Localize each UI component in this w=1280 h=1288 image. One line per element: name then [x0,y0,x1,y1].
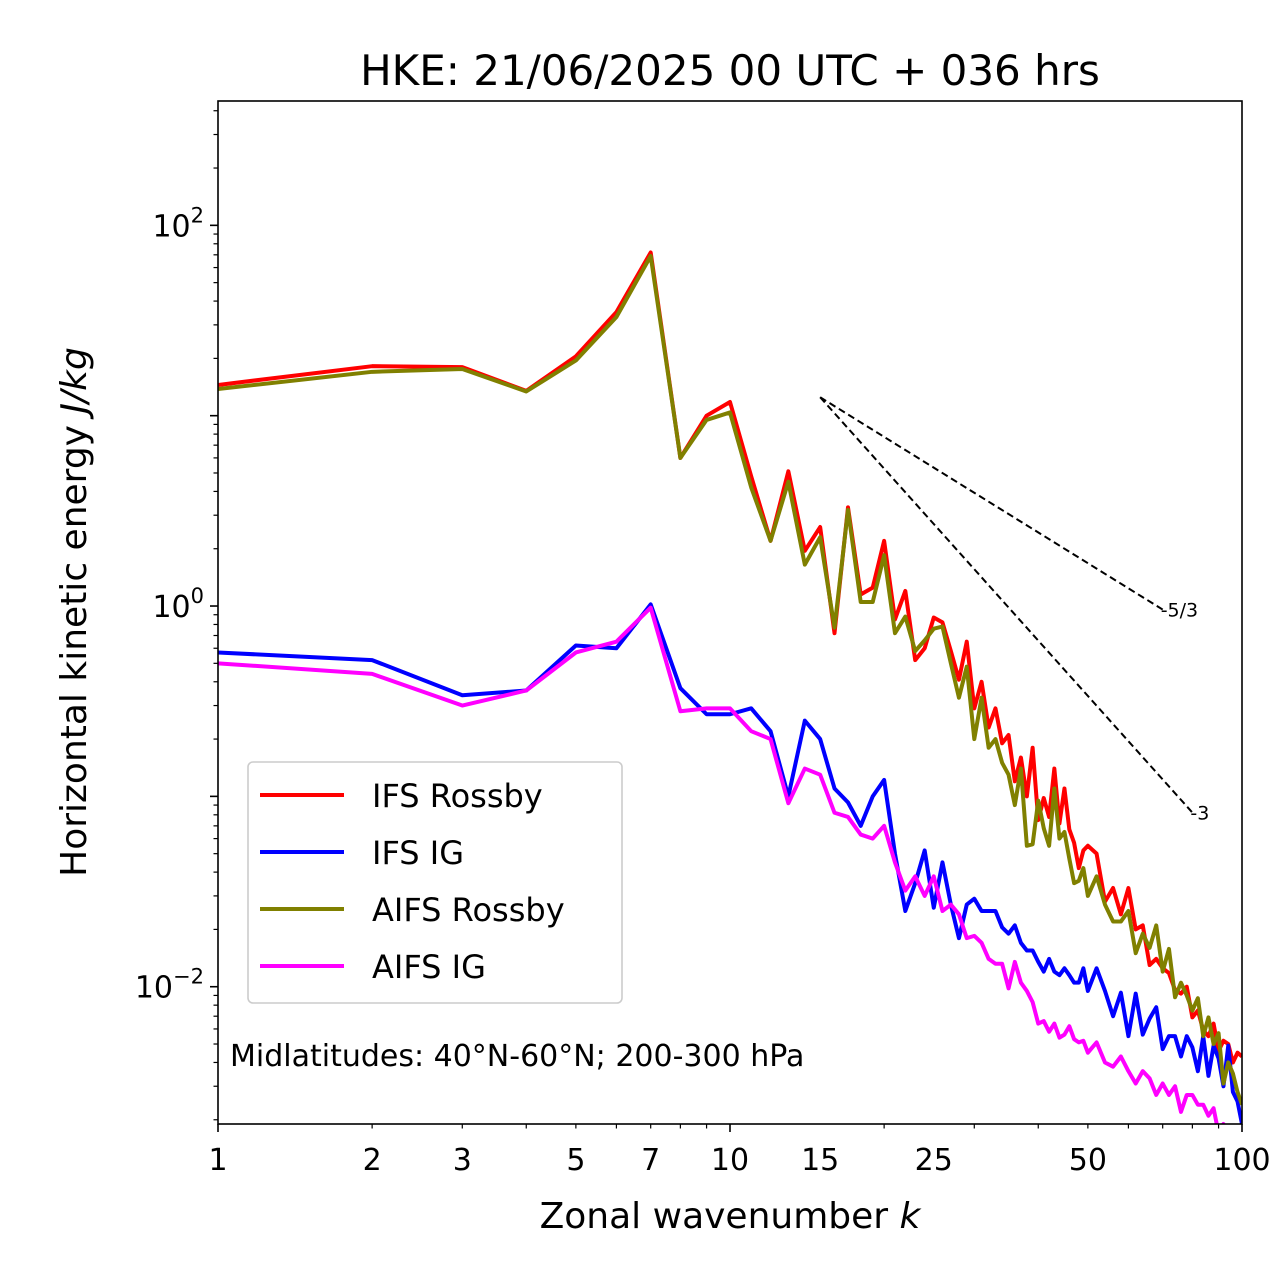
series-line-aifs-ig [218,605,1226,1124]
series-line-aifs-rossby [218,254,1242,1106]
x-tick-label: 15 [801,1143,839,1178]
y-axis-label-unit: J/kg [54,347,95,419]
y-axis-label-text: Horizontal kinetic energy [54,414,95,877]
x-axis: 1 2 3 5 7 10 15 25 50 100 [208,1124,1271,1178]
x-tick-label: 1 [208,1143,227,1178]
x-axis-label-text: Zonal wavenumber [540,1196,900,1237]
x-tick-label: 7 [641,1143,660,1178]
slope-line [819,396,1164,611]
chart-title: HKE: 21/06/2025 00 UTC + 036 hrs [360,46,1100,95]
legend-label: AIFS IG [372,948,486,986]
x-axis-label-symbol: k [900,1196,923,1237]
y-axis: 102 100 10−2 [135,110,218,1121]
series-lines [218,250,1242,1124]
x-tick-label: 25 [915,1143,953,1178]
series-line-ifs-ig [218,602,1242,1124]
y-tick-label: 10−2 [135,965,204,1006]
legend-box [247,761,623,1004]
legend-label: IFS Rossby [372,777,543,815]
x-tick-label: 50 [1069,1143,1107,1178]
y-tick-label: 102 [152,203,204,244]
legend: IFS Rossby IFS IG AIFS Rossby AIFS IG [247,761,623,1004]
slope-reference-lines: -5/3 -3 [819,396,1209,825]
x-axis-label: Zonal wavenumber k [540,1196,923,1237]
legend-label: IFS IG [372,834,464,872]
y-tick-label: 100 [152,584,204,625]
x-tick-label: 100 [1213,1143,1270,1178]
x-tick-label: 5 [566,1143,585,1178]
x-tick-label: 10 [711,1143,749,1178]
slope-label: -5/3 [1161,600,1198,622]
slope-label: -3 [1190,803,1209,825]
y-axis-label: Horizontal kinetic energy J/kg [54,347,95,877]
x-tick-label: 3 [453,1143,472,1178]
x-tick-label: 2 [363,1143,382,1178]
legend-label: AIFS Rossby [372,891,565,929]
slope-line [819,396,1194,814]
region-annotation: Midlatitudes: 40°N-60°N; 200-300 hPa [230,1039,804,1074]
